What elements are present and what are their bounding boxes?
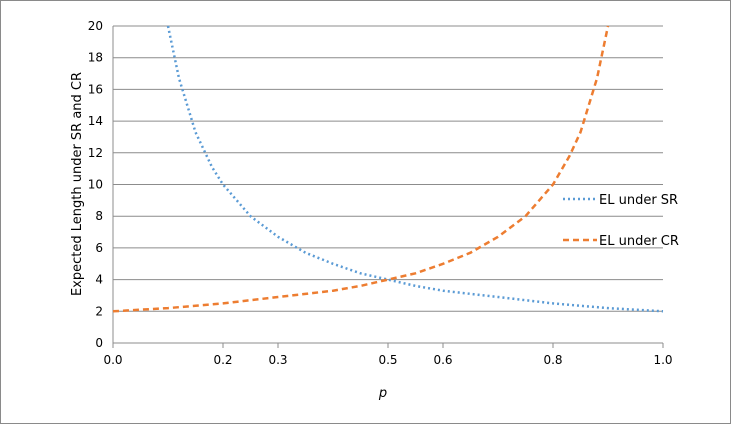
series-line-1: [166, 25, 664, 313]
legend-label: EL under CR: [599, 234, 679, 249]
grid-lines: [113, 25, 663, 312]
x-tick-label: 0.5: [378, 353, 397, 367]
y-tick-label: 20: [88, 19, 103, 33]
y-axis-title: Expected Length under SR and CR: [70, 72, 85, 296]
x-tick-labels: 0.0 0.2 0.3 0.5 0.6 0.8 1.0: [103, 353, 672, 367]
x-axis-title: p: [378, 386, 387, 401]
series-line-2: [112, 25, 610, 313]
y-tick-label: 10: [88, 178, 103, 192]
y-tick-label: 12: [88, 146, 103, 160]
x-tick-label: 0.0: [103, 353, 122, 367]
y-tick-labels: 0 2 4 6 8 10 12 14 16 18 20: [88, 19, 103, 350]
legend: EL under SR EL under CR: [563, 193, 679, 249]
axes: [112, 26, 664, 348]
x-tick-label: 0.8: [543, 353, 562, 367]
y-tick-label: 4: [95, 273, 103, 287]
x-tick-label: 0.3: [268, 353, 287, 367]
series-lines: [112, 25, 664, 313]
y-tick-label: 16: [88, 82, 103, 96]
y-tick-label: 2: [95, 304, 103, 318]
y-tick-label: 6: [95, 241, 103, 255]
y-tick-label: 18: [88, 51, 103, 65]
x-tick-label: 1.0: [653, 353, 672, 367]
x-tick-label: 0.2: [213, 353, 232, 367]
y-tick-label: 0: [95, 336, 103, 350]
legend-label: EL under SR: [599, 193, 678, 208]
y-tick-label: 8: [95, 209, 103, 223]
x-tick-label: 0.6: [433, 353, 452, 367]
y-tick-label: 14: [88, 114, 103, 128]
